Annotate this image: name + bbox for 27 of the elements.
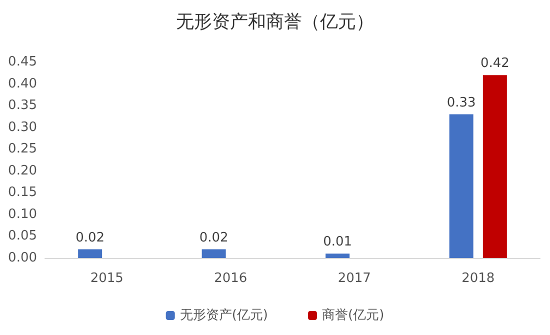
y-tick-label: 0.15 xyxy=(8,185,37,200)
bar xyxy=(326,254,350,258)
y-tick-label: 0.40 xyxy=(8,76,37,92)
data-label: 0.42 xyxy=(480,56,510,72)
y-tick-label: 0.10 xyxy=(8,206,37,222)
data-label: 0.02 xyxy=(199,230,228,246)
data-label: 0.33 xyxy=(446,95,476,110)
legend-label: 无形资产(亿元) xyxy=(180,308,268,323)
x-tick-label: 2017 xyxy=(338,271,371,286)
y-tick-label: 0.20 xyxy=(8,163,37,178)
y-tick-label: 0.30 xyxy=(8,120,37,135)
data-label: 0.02 xyxy=(76,230,105,246)
y-tick-label: 0.45 xyxy=(8,54,37,70)
x-tick-label: 2018 xyxy=(462,271,495,286)
y-tick-label: 0.05 xyxy=(8,228,37,244)
y-tick-label: 0.35 xyxy=(8,98,37,114)
y-tick-label: 0.00 xyxy=(8,250,37,266)
x-tick-label: 2015 xyxy=(90,271,124,286)
bar xyxy=(78,249,102,258)
bar xyxy=(449,114,474,258)
bar xyxy=(482,75,507,258)
chart-title: 无形资产和商誉（亿元） xyxy=(176,12,374,32)
data-label: 0.01 xyxy=(323,234,352,250)
bar xyxy=(202,249,226,258)
y-tick-label: 0.25 xyxy=(8,142,37,157)
x-tick-label: 2016 xyxy=(214,271,248,286)
legend-label: 商誉(亿元) xyxy=(322,308,384,323)
